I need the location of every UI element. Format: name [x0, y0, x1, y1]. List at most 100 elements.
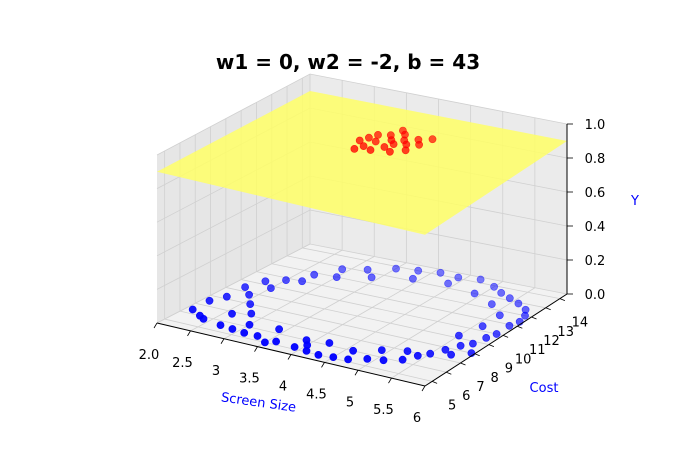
data-point: [205, 296, 214, 305]
data-point: [468, 339, 477, 348]
z-tick-label: 0.8: [585, 152, 606, 167]
data-point: [364, 133, 373, 142]
data-point: [338, 265, 347, 274]
data-point: [325, 339, 334, 347]
data-point: [403, 347, 412, 355]
data-point: [414, 266, 423, 275]
data-point: [436, 268, 445, 277]
data-point: [495, 311, 504, 320]
x-tick: [153, 322, 158, 329]
x-tick: [187, 330, 191, 337]
data-point: [505, 294, 514, 303]
data-point: [401, 146, 410, 155]
data-point: [377, 346, 386, 354]
data-point: [332, 273, 341, 281]
y-tick-label: 9: [505, 362, 513, 377]
data-point: [456, 341, 465, 350]
chart-title: w1 = 0, w2 = -2, b = 43: [215, 50, 481, 74]
y-tick: [502, 335, 509, 338]
data-point: [266, 284, 275, 292]
grid-line: [241, 279, 504, 336]
data-point: [355, 136, 364, 145]
data-point: [253, 332, 262, 340]
data-point: [261, 277, 270, 286]
data-point: [228, 309, 236, 318]
y-tick: [488, 344, 495, 347]
z-axis-label: Y: [630, 194, 639, 209]
data-point: [380, 143, 389, 151]
data-point: [392, 264, 400, 273]
data-point: [329, 353, 338, 361]
data-point: [310, 270, 319, 279]
data-point: [302, 346, 311, 355]
x-tick: [254, 346, 258, 352]
y-tick-label: 12: [543, 334, 560, 349]
data-point: [260, 338, 269, 347]
x-tick-label: 2.0: [139, 348, 160, 363]
data-point: [275, 325, 283, 334]
data-point: [490, 282, 498, 291]
data-point: [246, 300, 255, 308]
data-point: [314, 350, 323, 359]
grid-line: [357, 281, 503, 371]
x-tick-label: 5: [346, 395, 354, 410]
y-tick: [431, 381, 438, 384]
data-point: [290, 343, 299, 351]
data-point: [415, 140, 423, 149]
z-tick-label: 0.6: [585, 186, 606, 201]
x-tick-label: 2.5: [172, 356, 193, 371]
data-point: [241, 283, 249, 291]
data-point: [374, 130, 382, 139]
x-tick: [354, 370, 359, 376]
data-point: [505, 321, 514, 330]
data-point: [447, 350, 455, 359]
data-point: [408, 274, 417, 283]
y-tick-label: 7: [476, 380, 484, 395]
data-point: [444, 279, 452, 288]
x-tick: [321, 362, 325, 368]
y-axis-label: Cost: [530, 381, 559, 396]
x-tick: [421, 385, 426, 392]
grid-line: [290, 268, 439, 355]
data-point: [366, 146, 375, 154]
y-tick: [559, 298, 566, 301]
y-tick: [517, 325, 523, 329]
y-tick-label: 10: [515, 352, 532, 367]
data-point: [272, 337, 280, 346]
data-point: [379, 356, 388, 365]
grid-line: [156, 73, 568, 156]
grid-line: [225, 287, 489, 345]
y-tick: [460, 362, 466, 366]
y-tick: [474, 353, 480, 357]
x-tick: [388, 377, 392, 384]
grid-line: [257, 262, 407, 347]
z-tick-label: 0.0: [585, 288, 606, 303]
x-tick-label: 3.5: [239, 372, 260, 387]
y-tick-label: 14: [572, 316, 589, 331]
data-point: [521, 311, 529, 320]
data-point: [216, 321, 225, 329]
grid-line: [391, 287, 536, 379]
grid-line: [210, 294, 475, 355]
data-point: [363, 354, 372, 363]
data-point: [199, 314, 208, 323]
x-tick-label: 4.5: [306, 387, 327, 402]
y-tick-label: 5: [448, 398, 456, 413]
data-point: [492, 330, 501, 338]
x-tick: [220, 338, 225, 344]
data-point: [350, 144, 359, 153]
z-tick-label: 0.2: [585, 254, 606, 269]
data-point: [349, 346, 357, 355]
data-point: [245, 290, 253, 299]
data-point: [389, 140, 398, 148]
data-point: [188, 305, 197, 314]
y-tick-label: 13: [557, 325, 574, 340]
y-tick-label: 6: [462, 389, 470, 404]
y-tick: [531, 316, 537, 320]
data-point: [371, 137, 380, 146]
data-point: [344, 355, 352, 364]
x-tick-label: 5.5: [373, 403, 394, 418]
z-tick-label: 0.4: [585, 220, 606, 235]
data-point: [426, 349, 435, 358]
